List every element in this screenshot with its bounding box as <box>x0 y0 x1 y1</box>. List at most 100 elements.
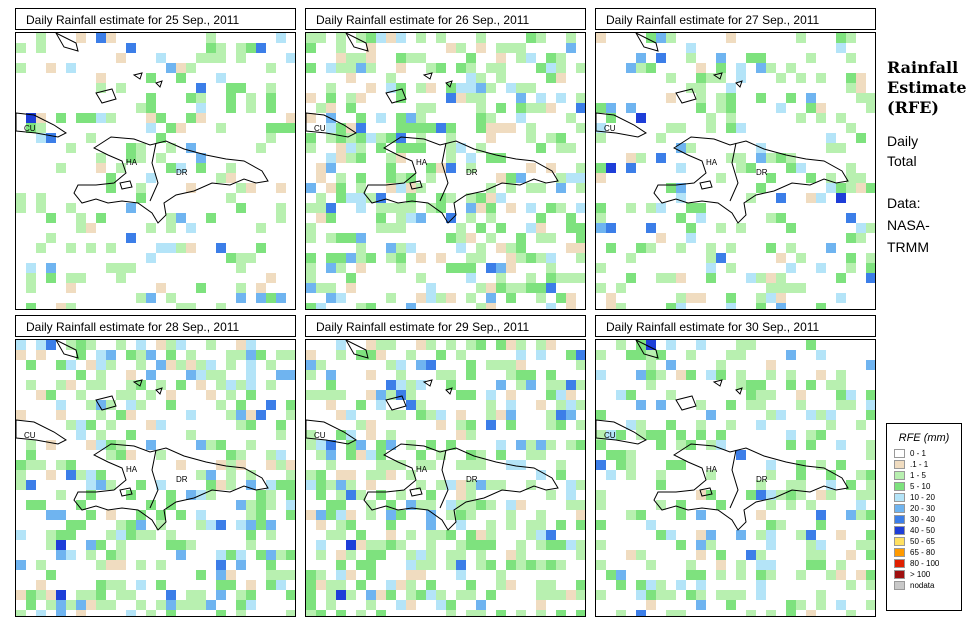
rainfall-cell <box>276 123 286 133</box>
rainfall-cell <box>106 580 116 590</box>
rainfall-cell <box>576 480 585 490</box>
rainfall-cell <box>356 253 366 263</box>
rainfall-cell <box>96 470 106 480</box>
rainfall-cell <box>116 340 126 350</box>
rainfall-cell <box>286 610 295 616</box>
rainfall-cell <box>386 590 396 600</box>
rainfall-cell <box>156 53 166 63</box>
rainfall-cell <box>736 530 746 540</box>
rainfall-cell <box>306 570 316 580</box>
rainfall-cell <box>56 530 66 540</box>
rainfall-cell <box>116 540 126 550</box>
rainfall-cell <box>486 480 496 490</box>
rainfall-cell <box>476 73 486 83</box>
rainfall-cell <box>726 103 736 113</box>
rainfall-cell <box>306 580 316 590</box>
rainfall-cell <box>496 340 506 350</box>
country-label-ha: HA <box>706 158 718 167</box>
rainfall-cell <box>336 153 346 163</box>
rainfall-cell <box>246 253 256 263</box>
rainfall-cell <box>416 253 426 263</box>
rainfall-cell <box>556 380 566 390</box>
rainfall-cell <box>286 500 295 510</box>
rainfall-cell <box>246 420 256 430</box>
rainfall-cell <box>386 390 396 400</box>
rainfall-cell <box>566 400 576 410</box>
rainfall-cell <box>356 530 366 540</box>
rainfall-panel: Daily Rainfall estimate for 28 Sep., 201… <box>15 315 296 617</box>
rainfall-cell <box>676 183 686 193</box>
rainfall-cell <box>566 480 576 490</box>
rainfall-cell <box>26 500 36 510</box>
rainfall-cell <box>536 560 546 570</box>
rainfall-cell <box>336 123 346 133</box>
rainfall-cell <box>786 93 796 103</box>
rainfall-cell <box>206 360 216 370</box>
rainfall-cell <box>96 213 106 223</box>
rainfall-cell <box>816 410 826 420</box>
rainfall-cell <box>256 410 266 420</box>
rainfall-cell <box>276 420 286 430</box>
hispaniola-coastline <box>653 136 849 224</box>
rainfall-cell <box>856 490 866 500</box>
rainfall-cell <box>416 113 426 123</box>
rainfall-cell <box>796 390 806 400</box>
rainfall-cell <box>386 153 396 163</box>
island-coastline <box>385 395 407 411</box>
rainfall-cell <box>86 440 96 450</box>
rainfall-cell <box>456 43 466 53</box>
rainfall-cell <box>766 500 776 510</box>
rainfall-cell <box>386 510 396 520</box>
rainfall-cell <box>816 430 826 440</box>
rainfall-cell <box>446 370 456 380</box>
rainfall-cell <box>126 350 136 360</box>
rainfall-cell <box>106 263 116 273</box>
legend-label: > 100 <box>910 570 931 579</box>
rainfall-cell <box>116 83 126 93</box>
rainfall-cell <box>226 253 236 263</box>
rainfall-cell <box>116 390 126 400</box>
rainfall-cell <box>326 283 336 293</box>
rainfall-cell <box>36 243 46 253</box>
cuba-coastline <box>306 419 357 445</box>
rainfall-cell <box>736 340 746 350</box>
rainfall-cell <box>656 133 666 143</box>
rainfall-cell <box>236 420 246 430</box>
rainfall-cell <box>656 480 666 490</box>
rainfall-cell <box>716 93 726 103</box>
rainfall-cell <box>216 400 226 410</box>
country-label-cu: CU <box>24 431 36 440</box>
rainfall-cell <box>406 143 416 153</box>
rainfall-cell <box>426 590 436 600</box>
rainfall-cell <box>496 263 506 273</box>
rainfall-cell <box>696 510 706 520</box>
rainfall-cell <box>616 570 626 580</box>
rainfall-cell <box>336 33 346 43</box>
rainfall-cell <box>226 103 236 113</box>
rainfall-cell <box>786 490 796 500</box>
rainfall-cell <box>376 350 386 360</box>
rainfall-cell <box>276 570 286 580</box>
rainfall-cell <box>456 420 466 430</box>
rainfall-cell <box>696 73 706 83</box>
rainfall-cell <box>526 83 536 93</box>
rainfall-cell <box>286 590 295 600</box>
rainfall-cell <box>556 93 566 103</box>
rainfall-cell <box>596 540 606 550</box>
rainfall-cell <box>36 350 46 360</box>
legend-swatch <box>894 581 905 590</box>
rainfall-cell <box>626 460 636 470</box>
rainfall-cell <box>236 550 246 560</box>
rainfall-cell <box>106 360 116 370</box>
rainfall-cell <box>336 520 346 530</box>
rainfall-cell <box>596 133 606 143</box>
rainfall-cell <box>396 600 406 610</box>
rainfall-cell <box>226 390 236 400</box>
rainfall-map: CU HA DR <box>305 339 586 617</box>
rainfall-cell <box>126 263 136 273</box>
rainfall-cell <box>26 450 36 460</box>
rainfall-cell <box>756 273 766 283</box>
rainfall-cell <box>606 470 616 480</box>
rainfall-cell <box>506 390 516 400</box>
rainfall-cell <box>386 133 396 143</box>
